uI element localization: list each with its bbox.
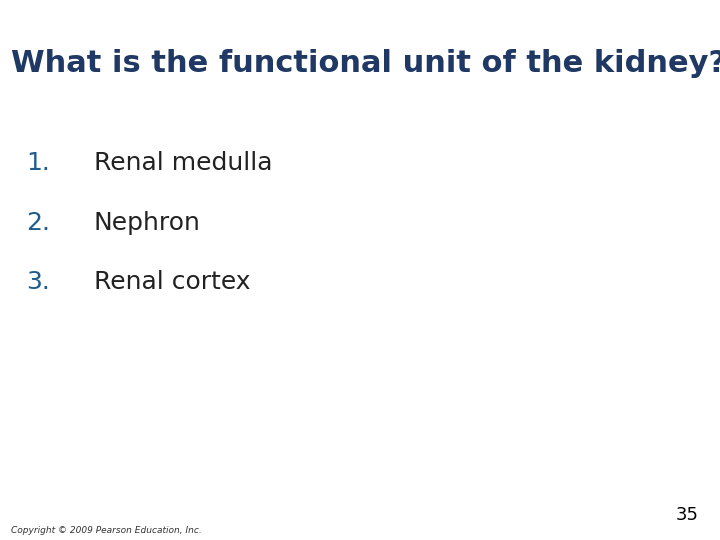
Text: 35: 35 (675, 506, 698, 524)
Text: Renal cortex: Renal cortex (94, 270, 250, 294)
Text: 3.: 3. (27, 270, 50, 294)
Text: 1.: 1. (27, 151, 50, 175)
Text: Copyright © 2009 Pearson Education, Inc.: Copyright © 2009 Pearson Education, Inc. (11, 525, 202, 535)
Text: What is the functional unit of the kidney?: What is the functional unit of the kidne… (11, 49, 720, 78)
Text: Nephron: Nephron (94, 211, 200, 234)
Text: Renal medulla: Renal medulla (94, 151, 272, 175)
Text: 2.: 2. (27, 211, 50, 234)
